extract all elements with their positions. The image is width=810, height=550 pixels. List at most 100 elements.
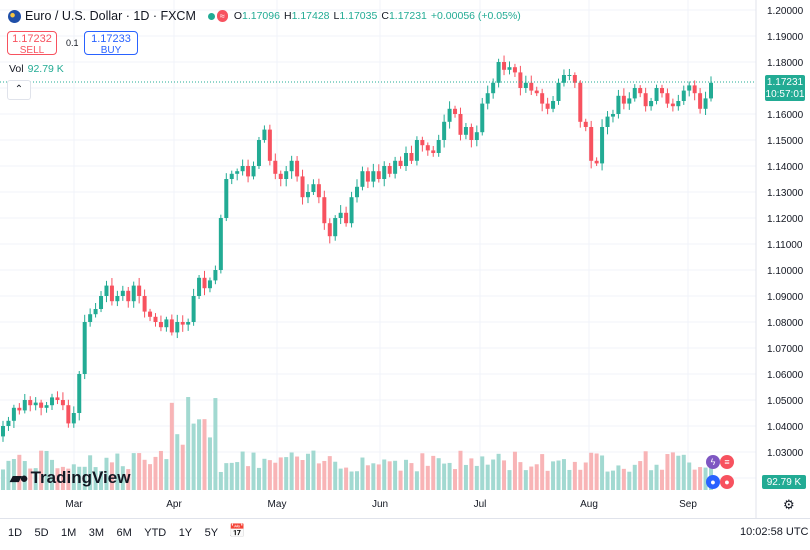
range-6m[interactable]: 6M [116,527,132,539]
volume-bar [404,459,409,490]
candle-body [594,160,599,164]
lightning-icon[interactable]: ϟ [706,455,720,469]
candle-body [316,184,321,198]
candle-body [589,127,594,161]
volume-bar [229,462,234,490]
volume-bar [131,453,136,490]
candle-body [512,67,517,73]
y-tick-label: 1.06000 [767,370,804,381]
volume-bar [676,455,681,490]
range-3m[interactable]: 3M [88,527,105,539]
x-tick-label: May [268,499,287,510]
tradingview-logo[interactable]: ▰● TradingView [10,468,130,488]
open-value: O1.17096 [233,10,280,22]
volume-bar [616,465,621,490]
range-5d[interactable]: 5D [34,527,49,539]
volume-bar [240,451,245,490]
candle-body [360,171,365,187]
volume-bar [643,451,648,490]
candle-body [567,75,572,76]
range-1y[interactable]: 1Y [178,527,193,539]
volume-bar [518,462,523,490]
volume-bar [534,464,539,490]
us-flag-icon[interactable]: ≡ [720,455,734,469]
candle-body [442,121,447,140]
candle-body [480,103,485,133]
buy-button[interactable]: 1.17233 BUY [84,31,138,56]
utc-clock[interactable]: 10:02:58 UTC [740,526,809,538]
volume-bar [197,419,202,490]
price-tag [765,74,805,101]
volume-bar [82,466,87,490]
volume-bar [453,469,458,490]
candle-body [17,407,22,411]
volume-bar [561,459,566,490]
volume-bar [39,450,44,490]
candle-body [333,218,338,237]
volume-bar [99,470,104,490]
volume-bar [474,465,479,490]
economic-event-icon-2[interactable]: ● [720,475,734,489]
volume-bar [104,457,109,490]
candle-body [458,114,463,135]
range-1d[interactable]: 1D [8,527,23,539]
candle-body [131,285,136,302]
candle-body [676,101,681,107]
volume-bar [305,453,310,490]
candle-body [409,153,414,161]
economic-event-icon[interactable]: ● [706,475,720,489]
y-tick-label: 1.05000 [767,396,804,407]
volume-bar [153,456,158,490]
volume-bar [262,458,267,490]
candle-body [338,212,343,218]
calendar-range-icon[interactable]: 📅 [229,523,246,538]
candle-body [659,88,664,94]
volume-bar [409,463,414,490]
volume-bar [126,469,131,490]
volume-bar [60,466,65,490]
candle-body [148,311,153,317]
symbol-title[interactable]: Euro / U.S. Dollar · 1D · FXCM [25,9,196,23]
candle-body [60,400,65,406]
candle-body [50,397,55,406]
volume-bar [191,423,196,490]
settings-icon[interactable]: ⚙ [783,497,795,512]
collapse-legend-button[interactable]: ⌃ [7,80,31,100]
volume-bar [512,451,517,490]
range-5y[interactable]: 5Y [204,527,219,539]
volume-bar [681,454,686,490]
indicator-toggle-button[interactable]: ≈ [216,10,228,22]
volume-bar [382,459,387,490]
candle-body [109,285,114,302]
candle-body [523,82,528,88]
candle-body [371,171,376,182]
candle-body [349,197,354,224]
volume-bar [458,450,463,490]
candle-body [115,296,120,302]
volume-bar [11,459,16,490]
volume-bar [670,452,675,490]
volume-bar [567,469,572,490]
candle-body [11,407,16,421]
volume-bar [398,470,403,490]
volume-bar [186,397,191,490]
volume-bar [583,462,588,490]
y-tick-label: 1.11000 [767,240,803,251]
range-all[interactable]: All [230,527,243,539]
candle-body [654,88,659,101]
volume-bar [605,471,610,490]
range-1m[interactable]: 1M [61,527,77,539]
candle-body [153,316,158,322]
volume-bar [523,470,528,490]
volume-bar [311,450,316,490]
candle-body [540,93,545,104]
volume-bar [665,454,670,490]
candle-body [621,95,626,104]
volume-bar [300,460,305,490]
candle-body [534,90,539,94]
candle-body [175,322,180,333]
range-ytd[interactable]: YTD [144,527,167,539]
sell-button[interactable]: 1.17232 SELL [7,31,57,56]
candle-body [104,285,109,296]
